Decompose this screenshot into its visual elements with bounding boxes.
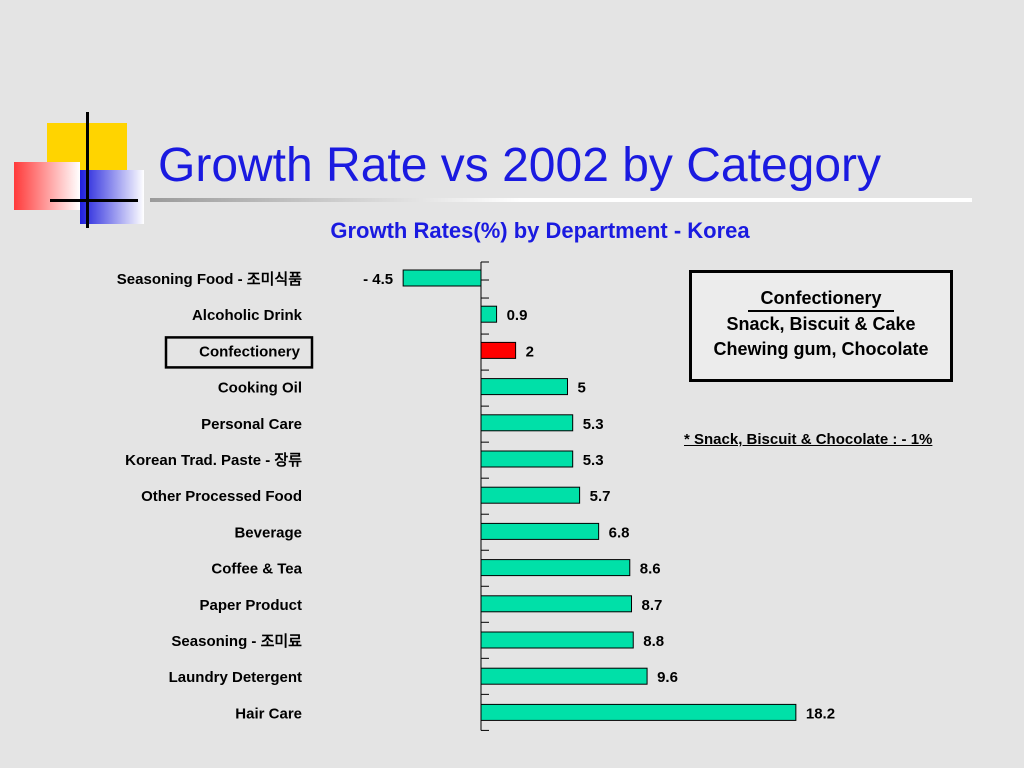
category-label-10: Seasoning - 조미료 bbox=[171, 633, 302, 650]
value-label-10: 8.8 bbox=[643, 633, 664, 650]
bar-3 bbox=[480, 378, 568, 396]
value-label-3: 5 bbox=[578, 380, 586, 397]
category-label-12: Hair Care bbox=[235, 705, 302, 722]
note-box-line-1: Snack, Biscuit & Cake bbox=[726, 314, 916, 334]
value-label-0: - 4.5 bbox=[363, 271, 393, 288]
category-label-8: Coffee & Tea bbox=[211, 561, 302, 578]
category-label-3: Cooking Oil bbox=[218, 380, 302, 397]
logo-vertical-line bbox=[86, 112, 89, 228]
value-label-12: 18.2 bbox=[806, 705, 835, 722]
bar-4 bbox=[480, 414, 574, 432]
bar-11 bbox=[480, 667, 648, 685]
bar-10 bbox=[480, 631, 634, 649]
bar-0 bbox=[402, 269, 482, 287]
bar-2 bbox=[480, 341, 517, 359]
bar-6 bbox=[480, 486, 581, 504]
logo-horizontal-line bbox=[50, 199, 138, 202]
value-label-1: 0.9 bbox=[507, 307, 528, 324]
category-label-2: Confectionery bbox=[199, 343, 301, 360]
category-label-9: Paper Product bbox=[199, 597, 302, 614]
bar-5 bbox=[480, 450, 574, 468]
value-label-5: 5.3 bbox=[583, 452, 604, 469]
bar-9 bbox=[480, 595, 633, 613]
category-label-5: Korean Trad. Paste - 장류 bbox=[125, 451, 302, 469]
note-box-line-2: Chewing gum, Chocolate bbox=[713, 339, 929, 359]
title-underline bbox=[150, 198, 972, 202]
chart-title: Growth Rates(%) by Department - Korea bbox=[330, 218, 750, 243]
decorative-logo bbox=[0, 0, 160, 240]
slide-title: Growth Rate vs 2002 by Category bbox=[158, 139, 882, 192]
bar-7 bbox=[480, 522, 600, 540]
confectionery-note-box: Confectionery Snack, Biscuit & Cake Chew… bbox=[689, 270, 953, 382]
category-label-0: Seasoning Food - 조미식품 bbox=[117, 271, 302, 288]
bar-12 bbox=[480, 703, 797, 721]
logo-blue-square bbox=[80, 170, 144, 224]
category-label-1: Alcoholic Drink bbox=[192, 307, 303, 324]
category-label-6: Other Processed Food bbox=[141, 488, 302, 505]
bar-1 bbox=[480, 305, 498, 323]
value-label-6: 5.7 bbox=[590, 488, 611, 505]
value-label-7: 6.8 bbox=[609, 524, 630, 541]
value-label-4: 5.3 bbox=[583, 416, 604, 433]
category-label-11: Laundry Detergent bbox=[169, 669, 302, 686]
value-label-9: 8.7 bbox=[642, 597, 663, 614]
value-label-11: 9.6 bbox=[657, 669, 678, 686]
bar-8 bbox=[480, 559, 631, 577]
highlight-label-box bbox=[164, 336, 314, 369]
category-label-4: Personal Care bbox=[201, 416, 302, 433]
category-label-7: Beverage bbox=[234, 524, 302, 541]
value-label-2: 2 bbox=[526, 343, 534, 360]
value-label-8: 8.6 bbox=[640, 561, 661, 578]
logo-red-square bbox=[14, 162, 80, 210]
note-box-heading: Confectionery bbox=[748, 288, 894, 312]
footnote: * Snack, Biscuit & Chocolate : - 1% bbox=[684, 431, 933, 448]
